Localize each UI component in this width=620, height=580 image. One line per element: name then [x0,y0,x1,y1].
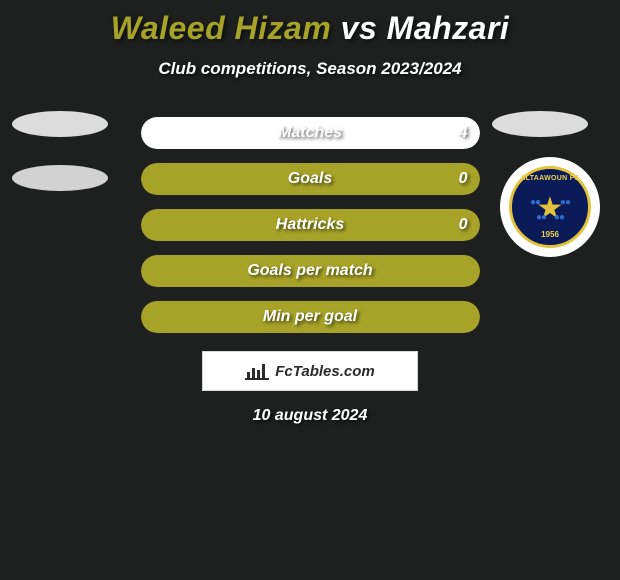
stat-right-value: 0 [459,216,468,234]
stat-right-value: 4 [459,124,468,142]
title: Waleed Hizam vs Mahzari [111,10,510,47]
stat-bar: Goals 0 [141,163,480,195]
player1-logo-placeholder [12,111,108,137]
player2-logo-placeholder [492,111,588,137]
stats-area: ALTAAWOUN FC ●● ●● ★ ●● ●● 1956 Matches 4… [0,117,620,333]
vs-text: vs [341,10,378,46]
stat-label: Goals per match [247,262,372,280]
player2-name: Mahzari [387,10,510,46]
player2-club-badge: ALTAAWOUN FC ●● ●● ★ ●● ●● 1956 [500,157,600,257]
stat-label: Goals [288,170,332,188]
date: 10 august 2024 [253,407,368,425]
stat-bar: Min per goal [141,301,480,333]
player1-country-placeholder [12,165,108,191]
stat-right-value: 0 [459,170,468,188]
stat-bar: Goals per match [141,255,480,287]
club-badge-name: ALTAAWOUN FC [520,175,579,182]
stat-bar: Hattricks 0 [141,209,480,241]
club-badge-year: 1956 [541,230,559,239]
stat-label: Hattricks [276,216,344,234]
footer-brand-card: FcTables.com [202,351,418,391]
subtitle: Club competitions, Season 2023/2024 [158,59,461,79]
club-badge-inner: ALTAAWOUN FC ●● ●● ★ ●● ●● 1956 [509,166,591,248]
player1-name: Waleed Hizam [111,10,332,46]
comparison-infographic: Waleed Hizam vs Mahzari Club competition… [0,0,620,425]
footer-brand-text: FcTables.com [275,363,374,380]
title-row: Waleed Hizam vs Mahzari [111,10,510,47]
stat-bar: Matches 4 [141,117,480,149]
stat-label: Matches [278,124,342,142]
stat-label: Min per goal [263,308,357,326]
bar-chart-icon [245,362,269,380]
